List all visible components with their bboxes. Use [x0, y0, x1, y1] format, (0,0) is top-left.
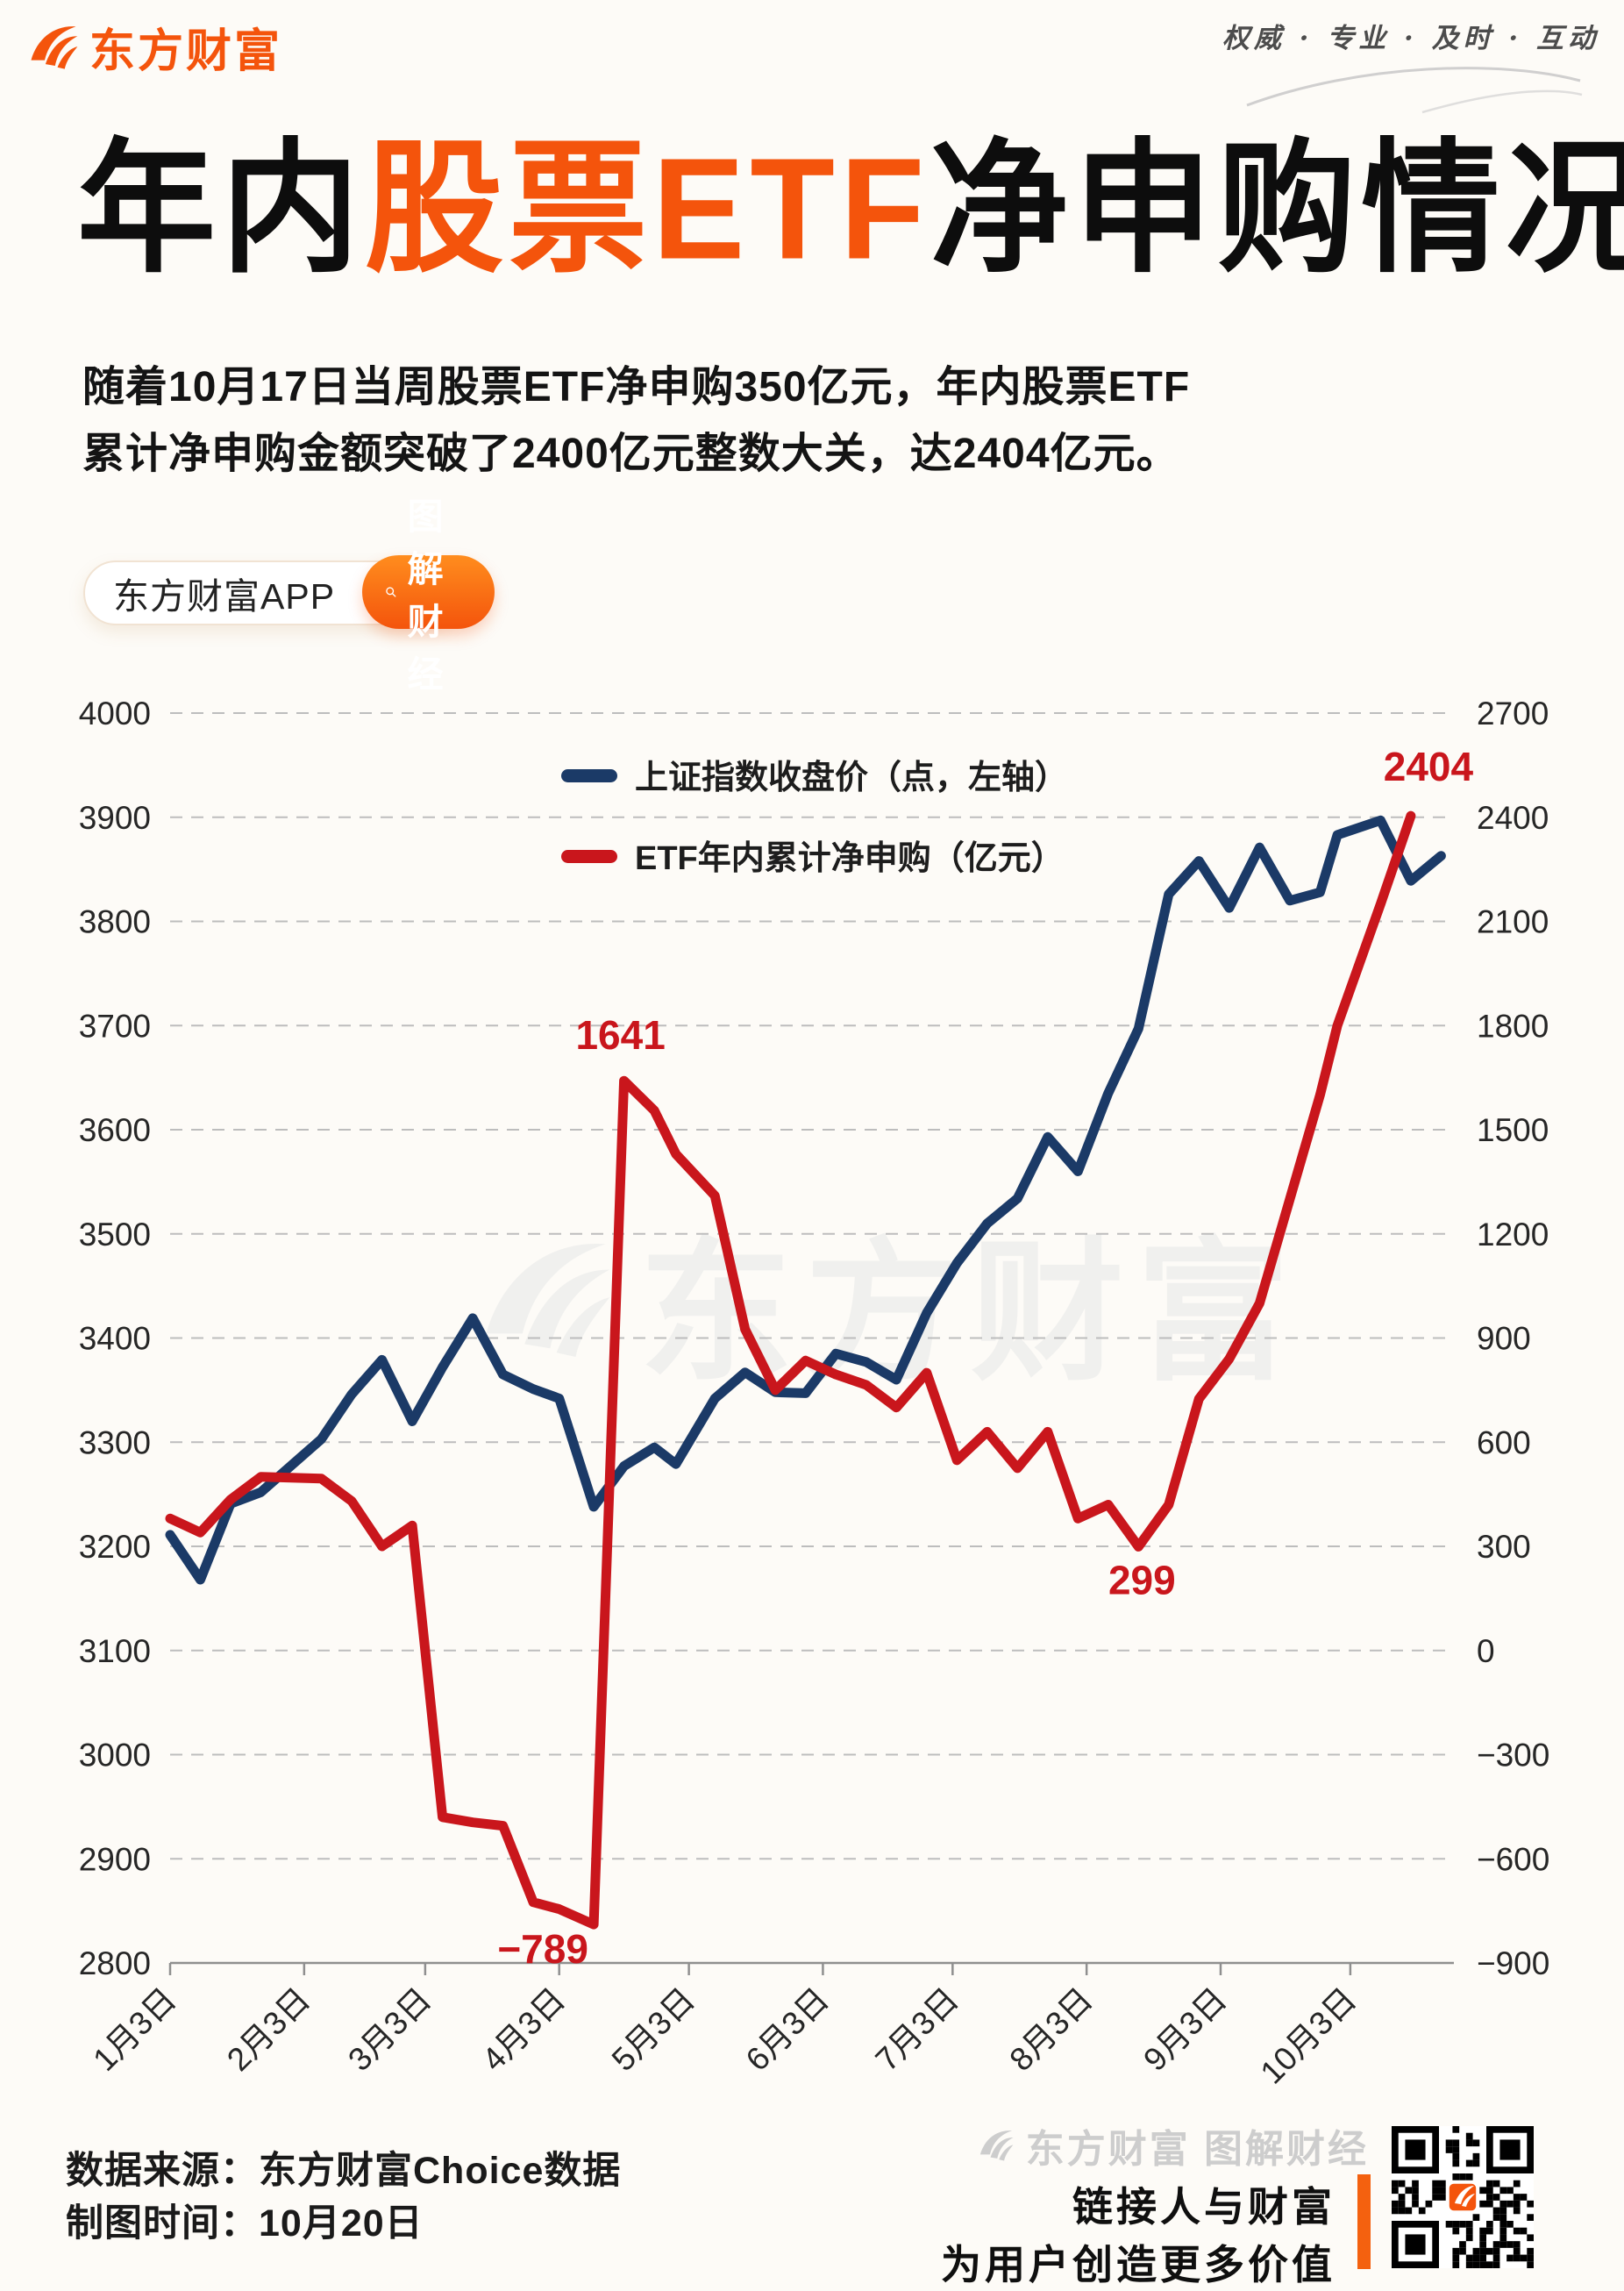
annotation-1641: 1641	[575, 1012, 665, 1058]
svg-text:3200: 3200	[79, 1529, 151, 1565]
series-line-1	[165, 810, 1416, 1930]
x-tick-label: 4月3日	[475, 1981, 572, 2078]
right-axis-labels: −900 −600 −300 0 300 600 900 1200 1500 1800 2100 24…	[1477, 696, 1549, 1981]
footer-accent-bar	[1357, 2174, 1371, 2269]
svg-text:1200: 1200	[1477, 1217, 1549, 1253]
svg-text:−900: −900	[1477, 1945, 1549, 1981]
svg-text:2700: 2700	[1477, 696, 1549, 732]
intro-line-1: 随着10月17日当周股票ETF净申购350亿元，年内股票ETF	[82, 364, 1191, 410]
svg-text:3000: 3000	[79, 1738, 151, 1774]
x-tick-label: 8月3日	[1002, 1981, 1099, 2078]
annotation-−789: −789	[497, 1926, 588, 1972]
left-axis-labels: 2800 2900 3000 3100 3200 3300 3400 3500 3600 3700…	[79, 696, 151, 1981]
svg-text:300: 300	[1477, 1529, 1531, 1565]
svg-text:3700: 3700	[79, 1008, 151, 1044]
svg-text:2800: 2800	[79, 1945, 151, 1981]
chart-legend: 上证指数收盘价（点，左轴） ETF年内累计净申购（亿元）	[561, 759, 1068, 877]
app-badge-label: 东方财富APP	[113, 576, 336, 617]
legend-label: ETF年内累计净申购（亿元）	[635, 840, 1065, 877]
svg-text:3100: 3100	[79, 1633, 151, 1669]
svg-text:4000: 4000	[79, 696, 151, 732]
svg-text:0: 0	[1477, 1633, 1495, 1669]
annotations: 1641 −789 299 2404	[497, 744, 1473, 1972]
x-tick-label: 1月3日	[86, 1981, 182, 2078]
title-part-2: 净申购情况	[930, 128, 1624, 289]
svg-text:2400: 2400	[1477, 800, 1549, 836]
footer-slogan-2: 为用户创造更多价值	[941, 2242, 1336, 2287]
slogan-swoosh-decor	[1246, 67, 1583, 114]
x-tick-label: 10月3日	[1254, 1981, 1364, 2091]
eastmoney-swoosh-icon	[31, 25, 78, 69]
svg-text:−300: −300	[1477, 1738, 1549, 1774]
topic-badge[interactable]: 图解财经	[362, 496, 495, 695]
annotation-299: 299	[1108, 1557, 1176, 1602]
data-source-line: 数据来源：东方财富Choice数据	[66, 2150, 622, 2192]
x-tick-label: 9月3日	[1136, 1981, 1233, 2078]
legend-key	[561, 769, 617, 782]
x-tick-label: 6月3日	[739, 1981, 836, 2078]
svg-text:3800: 3800	[79, 904, 151, 940]
brand-slogan: 权威 · 专业 · 及时 · 互动	[1222, 23, 1599, 54]
etf-chart: 东方财富 2800 2900 3000 3100 3200 3300 3400 3500 360…	[0, 684, 1624, 2158]
svg-text:600: 600	[1477, 1424, 1531, 1460]
page-title: 年内股票ETF净申购情况	[77, 128, 1624, 289]
title-part-highlight: 股票ETF	[365, 128, 930, 289]
svg-text:900: 900	[1477, 1321, 1531, 1357]
footer-brand-text: 东方财富 图解财经	[1025, 2128, 1369, 2171]
footer-brand: 东方财富 图解财经	[977, 2117, 1369, 2173]
annotation-2404: 2404	[1384, 744, 1474, 789]
app-logo: 东方财富	[26, 14, 282, 80]
x-axis: 1月3日 2月3日 3月3日 4月3日 5月3日 6月3日 7月3日 8月3日 9月3日 10月3…	[86, 1961, 1454, 2091]
chart-date-line: 制图时间：10月20日	[66, 2202, 424, 2245]
legend-key	[561, 850, 617, 863]
legend-label: 上证指数收盘价（点，左轴）	[635, 759, 1068, 796]
svg-text:1500: 1500	[1477, 1112, 1549, 1148]
footer-slogan-1: 链接人与财富	[1072, 2184, 1336, 2230]
intro-paragraph: 随着10月17日当周股票ETF净申购350亿元，年内股票ETF 累计净申购金额突…	[82, 354, 1190, 488]
svg-text:2100: 2100	[1477, 904, 1549, 940]
svg-text:3900: 3900	[79, 800, 151, 836]
svg-text:1800: 1800	[1477, 1008, 1549, 1044]
svg-text:3400: 3400	[79, 1321, 151, 1357]
x-tick-label: 5月3日	[605, 1981, 702, 2078]
topic-badge-label: 图解财经	[407, 496, 445, 695]
qr-code	[1392, 2126, 1534, 2268]
intro-line-2: 累计净申购金额突破了2400亿元整数大关，达2404亿元。	[82, 431, 1179, 477]
x-tick-label: 7月3日	[869, 1981, 965, 2078]
logo-text: 东方财富	[89, 26, 283, 77]
series-line-0	[165, 815, 1446, 1585]
svg-text:−600: −600	[1477, 1841, 1549, 1877]
gridlines	[170, 712, 1454, 1860]
footer-swoosh-icon	[979, 2130, 1014, 2161]
x-tick-label: 2月3日	[220, 1981, 317, 2078]
svg-text:3500: 3500	[79, 1217, 151, 1253]
svg-text:3600: 3600	[79, 1112, 151, 1148]
x-tick-label: 3月3日	[341, 1981, 438, 2078]
svg-text:3300: 3300	[79, 1424, 151, 1460]
svg-text:2900: 2900	[79, 1841, 151, 1877]
title-part-1: 年内	[77, 128, 365, 289]
dual-axis-line-chart: 2800290030003100320033003400350036003700…	[79, 696, 1550, 2091]
search-icon	[386, 587, 396, 597]
